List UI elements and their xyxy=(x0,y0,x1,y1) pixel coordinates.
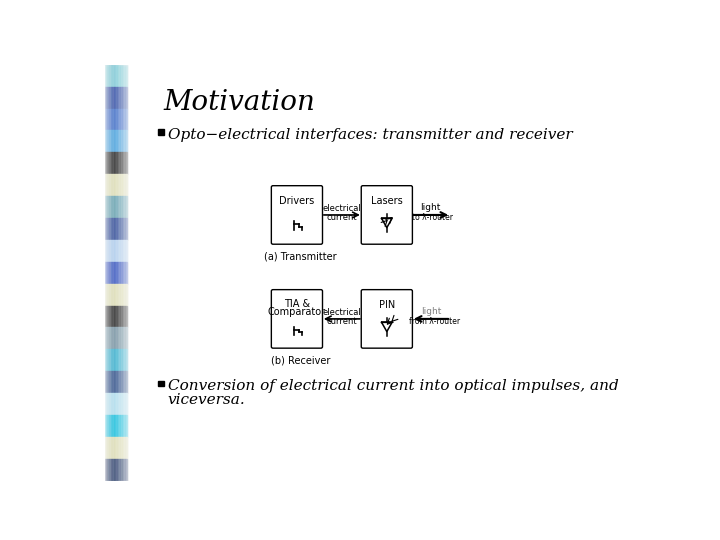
Bar xyxy=(104,458,127,481)
Bar xyxy=(90,65,107,481)
Bar xyxy=(90,65,104,481)
Bar xyxy=(90,65,115,481)
Text: Motivation: Motivation xyxy=(163,90,315,117)
Bar xyxy=(90,65,106,481)
Text: (a) Transmitter: (a) Transmitter xyxy=(264,252,337,262)
Bar xyxy=(90,65,104,481)
Text: Drivers: Drivers xyxy=(279,196,315,206)
Bar xyxy=(112,65,129,481)
Bar xyxy=(90,65,111,481)
Text: TIA &: TIA & xyxy=(284,299,310,309)
Bar xyxy=(158,381,163,386)
Bar xyxy=(107,65,129,481)
Bar xyxy=(90,65,112,481)
Bar xyxy=(120,65,129,481)
Bar xyxy=(90,65,113,481)
Bar xyxy=(104,393,127,415)
Bar xyxy=(104,218,127,240)
Bar xyxy=(127,65,129,481)
Text: Comparator: Comparator xyxy=(268,307,326,317)
Bar xyxy=(90,65,109,481)
Bar xyxy=(90,65,108,481)
Text: light: light xyxy=(422,307,442,316)
Bar xyxy=(104,371,127,393)
Bar xyxy=(113,65,129,481)
Bar xyxy=(90,65,114,481)
Bar xyxy=(114,65,129,481)
Bar xyxy=(104,327,127,349)
Bar xyxy=(90,65,107,481)
Bar xyxy=(104,284,127,306)
Bar xyxy=(90,65,114,481)
Bar xyxy=(104,349,127,371)
Bar xyxy=(158,130,163,135)
Bar xyxy=(90,65,105,481)
Bar xyxy=(106,65,129,481)
Bar xyxy=(109,65,129,481)
Text: (b) Receiver: (b) Receiver xyxy=(271,356,330,366)
Bar xyxy=(90,65,116,481)
Text: to λ-router: to λ-router xyxy=(412,213,453,222)
Text: viceversa.: viceversa. xyxy=(168,393,246,407)
Bar xyxy=(104,87,127,109)
Bar xyxy=(104,306,127,327)
Text: Opto−electrical interfaces: transmitter and receiver: Opto−electrical interfaces: transmitter … xyxy=(168,128,572,142)
Bar xyxy=(121,65,129,481)
Bar xyxy=(124,65,129,481)
Bar xyxy=(90,65,110,481)
FancyBboxPatch shape xyxy=(361,289,413,348)
Bar xyxy=(104,415,127,437)
Text: current: current xyxy=(327,316,357,326)
Bar xyxy=(122,65,129,481)
Bar xyxy=(104,131,127,152)
Bar xyxy=(110,65,129,481)
Bar xyxy=(126,65,129,481)
Bar xyxy=(104,262,127,284)
FancyBboxPatch shape xyxy=(361,186,413,244)
Bar xyxy=(90,65,109,481)
Text: PIN: PIN xyxy=(379,300,395,310)
Bar xyxy=(104,109,127,131)
Bar xyxy=(118,65,129,481)
FancyBboxPatch shape xyxy=(271,186,323,244)
Text: light: light xyxy=(420,202,441,212)
Bar xyxy=(90,65,112,481)
Bar xyxy=(104,240,127,262)
Text: current: current xyxy=(327,213,357,222)
Text: electrical: electrical xyxy=(323,308,361,317)
Text: Conversion of electrical current into optical impulses, and: Conversion of electrical current into op… xyxy=(168,379,618,393)
Bar xyxy=(104,174,127,196)
Text: from λ-router: from λ-router xyxy=(408,316,459,326)
FancyBboxPatch shape xyxy=(271,289,323,348)
Bar xyxy=(104,152,127,174)
Bar xyxy=(90,65,108,481)
Bar xyxy=(90,65,112,481)
Bar xyxy=(104,196,127,218)
Bar xyxy=(104,437,127,458)
Bar xyxy=(90,65,104,481)
Bar xyxy=(104,65,127,87)
Text: electrical: electrical xyxy=(323,204,361,213)
Bar xyxy=(117,65,129,481)
Text: Lasers: Lasers xyxy=(371,196,402,206)
